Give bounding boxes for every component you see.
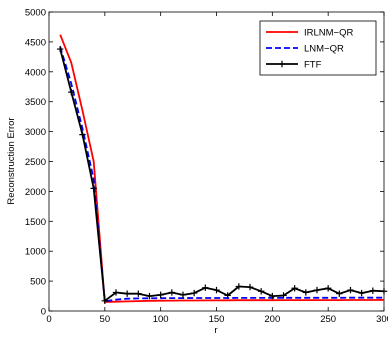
- series-point-marker: [135, 290, 142, 297]
- y-tick-label: 3500: [25, 97, 46, 108]
- y-tick-label: 500: [30, 277, 46, 288]
- series-point-marker: [347, 286, 354, 294]
- series-point-marker: [157, 291, 164, 299]
- y-tick-label: 3000: [25, 127, 46, 138]
- axis-ticks: 0501001502002503000500100015002000250030…: [25, 8, 388, 326]
- y-tick-label: 2500: [25, 157, 46, 168]
- x-tick-label: 250: [320, 314, 336, 325]
- y-axis-label: Reconstruction Error: [6, 117, 17, 204]
- series-line-2: [59, 48, 385, 302]
- series-point-marker: [123, 290, 131, 297]
- series-point-marker: [380, 288, 388, 295]
- series-point-marker: [358, 289, 365, 297]
- series-point-marker: [324, 285, 332, 292]
- y-tick-label: 2000: [25, 187, 46, 198]
- series-point-marker: [179, 291, 187, 299]
- legend-label: FTF: [304, 60, 322, 71]
- series-point-marker: [79, 131, 86, 138]
- y-tick-label: 5000: [25, 8, 46, 19]
- legend-label: LNM−QR: [304, 44, 344, 55]
- series-point-marker: [302, 289, 310, 296]
- x-tick-label: 150: [209, 314, 225, 325]
- legend-label: IRLNM−QR: [304, 28, 353, 39]
- series-point-marker: [336, 290, 343, 297]
- series-point-marker: [257, 288, 265, 295]
- series-point-marker: [146, 292, 153, 300]
- series-point-marker: [190, 289, 198, 297]
- series-point-marker: [235, 283, 243, 290]
- series-point-marker: [280, 292, 287, 299]
- legend-marker: [278, 60, 286, 68]
- series-point-marker: [269, 292, 276, 300]
- series-point-marker: [369, 287, 377, 294]
- y-tick-label: 1000: [25, 247, 46, 258]
- series-point-marker: [112, 289, 120, 296]
- x-tick-label: 0: [46, 314, 51, 325]
- series-point-marker: [90, 185, 97, 192]
- series-point-marker: [168, 289, 176, 296]
- x-axis-label: r: [214, 325, 217, 336]
- x-tick-label: 200: [264, 314, 280, 325]
- series-point-marker: [224, 292, 231, 299]
- series-point-marker: [68, 88, 75, 96]
- series-point-marker: [213, 286, 220, 294]
- legend: IRLNM−QR LNM−QR FTF: [259, 20, 377, 76]
- y-tick-label: 1500: [25, 217, 46, 228]
- x-tick-label: 50: [100, 314, 111, 325]
- series-point-marker: [101, 297, 109, 305]
- y-tick-label: 0: [41, 307, 46, 318]
- series-line-0: [59, 34, 385, 303]
- x-tick-label: 100: [153, 314, 169, 325]
- y-tick-label: 4000: [25, 67, 46, 78]
- series-layer: [56, 34, 388, 305]
- series-point-marker: [56, 45, 64, 53]
- series-point-marker: [202, 284, 209, 291]
- series-point-marker: [291, 285, 298, 292]
- series-point-marker: [313, 286, 321, 294]
- x-tick-label: 300: [376, 314, 388, 325]
- series-point-marker: [246, 283, 254, 291]
- y-tick-label: 4500: [25, 37, 46, 48]
